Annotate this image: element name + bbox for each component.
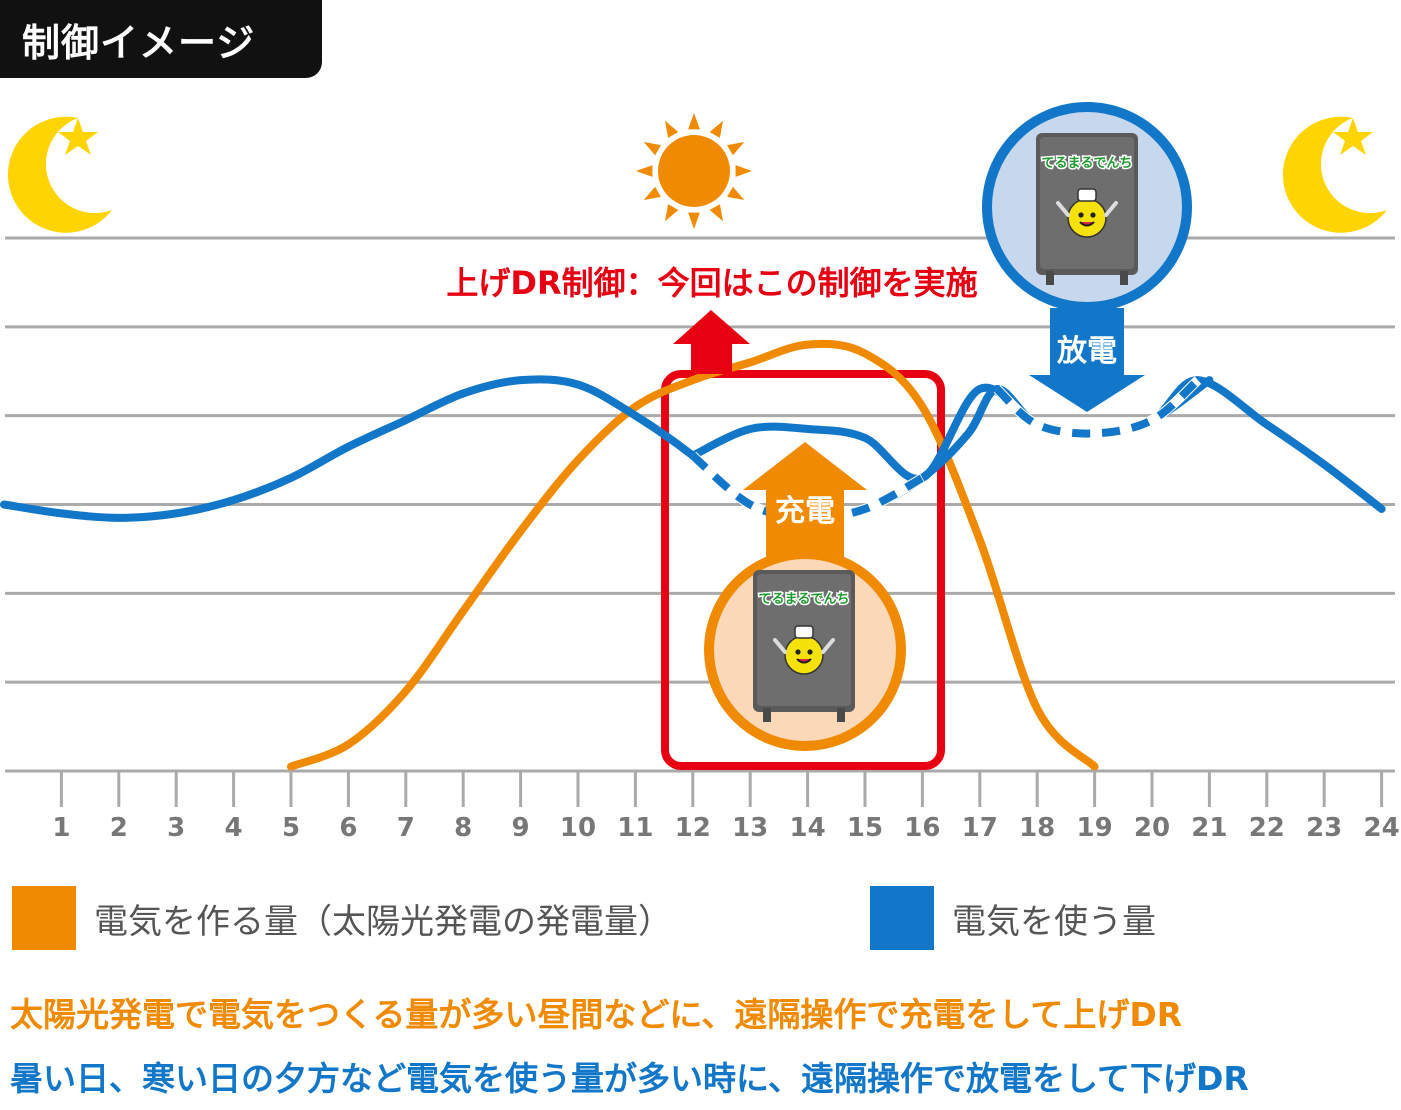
x-tick-label: 4 xyxy=(225,813,243,843)
page-title: 制御イメージ xyxy=(0,0,322,78)
x-tick-label: 7 xyxy=(397,813,415,843)
series-layer xyxy=(0,339,1386,771)
series-line-generation xyxy=(287,339,1099,771)
x-tick-label: 2 xyxy=(110,813,128,843)
x-tick-label: 21 xyxy=(1191,813,1227,843)
sun-ray xyxy=(709,120,723,138)
x-tick-label: 16 xyxy=(904,813,940,843)
sun-ray xyxy=(688,212,700,229)
x-tick-label: 17 xyxy=(962,813,998,843)
legend-usage-swatch xyxy=(870,886,934,950)
dr-up-arrow xyxy=(673,310,750,374)
legend-usage-label: 電気を使う量 xyxy=(952,901,1156,942)
x-tick-label: 19 xyxy=(1077,813,1113,843)
sun-ray xyxy=(688,113,700,130)
x-tick-label: 6 xyxy=(339,813,357,843)
sun-ray xyxy=(665,204,679,222)
x-tick-label: 5 xyxy=(282,813,300,843)
sun-ray xyxy=(727,142,745,156)
x-tick-label: 1 xyxy=(52,813,70,843)
sun-ray xyxy=(643,186,661,200)
x-tick-label: 22 xyxy=(1249,813,1285,843)
original-usage-dashed xyxy=(994,377,1201,438)
x-tick-label: 12 xyxy=(675,813,711,843)
charge-arrow xyxy=(743,442,867,562)
legend-generation-swatch xyxy=(12,886,76,950)
discharge-battery-label: てるまるでんち xyxy=(1041,156,1132,171)
sun-ray xyxy=(709,204,723,222)
x-tick-label: 3 xyxy=(167,813,185,843)
sun-ray xyxy=(727,186,745,200)
x-tick-label: 10 xyxy=(560,813,596,843)
sun-icon xyxy=(636,113,752,229)
charge-battery-label: てるまるでんち xyxy=(758,592,849,607)
dr-highlight-box xyxy=(661,370,945,770)
battery-character-icon xyxy=(753,570,855,722)
x-tick-label: 23 xyxy=(1306,813,1342,843)
x-tick-label: 13 xyxy=(732,813,768,843)
dr-control-label: 上げDR制御：今回はこの制御を実施 xyxy=(446,264,977,302)
moon-star-icon xyxy=(1282,116,1387,233)
sun-ray xyxy=(665,120,679,138)
x-tick-label: 14 xyxy=(790,813,826,843)
x-tick-label: 11 xyxy=(617,813,653,843)
discharge-label: 放電 xyxy=(1056,334,1117,369)
dr-control-chart: 1 2 3 4 5 6 7 8 9 10 11 12 13 14 15 16 17 18 19 20 21 22 23 24 … xyxy=(0,102,1400,843)
charge-label: 充電 xyxy=(775,494,835,529)
moon-star-icon xyxy=(7,116,112,233)
battery-character-icon xyxy=(1036,133,1138,285)
x-tick-label: 24 xyxy=(1364,813,1400,843)
legend-generation-label: 電気を作る量（太陽光発電の発電量） xyxy=(94,901,672,942)
note-charge: 太陽光発電で電気をつくる量が多い昼間などに、遠隔操作で充電をして上げDR xyxy=(10,995,1183,1034)
sun-ray xyxy=(735,165,752,177)
sun-ray xyxy=(636,165,653,177)
legend-generation: 電気を作る量（太陽光発電の発電量） xyxy=(12,886,672,950)
legend-usage: 電気を使う量 xyxy=(870,886,1156,950)
note-discharge: 暑い日、寒い日の夕方など電気を使う量が多い時に、遠隔操作で放電をして下げDR xyxy=(10,1059,1249,1098)
sun-ray xyxy=(643,142,661,156)
x-tick-label: 20 xyxy=(1134,813,1170,843)
x-tick-label: 8 xyxy=(454,813,472,843)
discharge-arrow xyxy=(1029,308,1145,412)
x-tick-label: 15 xyxy=(847,813,883,843)
x-tick-label: 18 xyxy=(1019,813,1055,843)
x-axis: 1 2 3 4 5 6 7 8 9 10 11 12 13 14 15 16 17 18 19 20 21 22 23 24 xyxy=(52,771,1400,843)
x-tick-label: 9 xyxy=(512,813,530,843)
